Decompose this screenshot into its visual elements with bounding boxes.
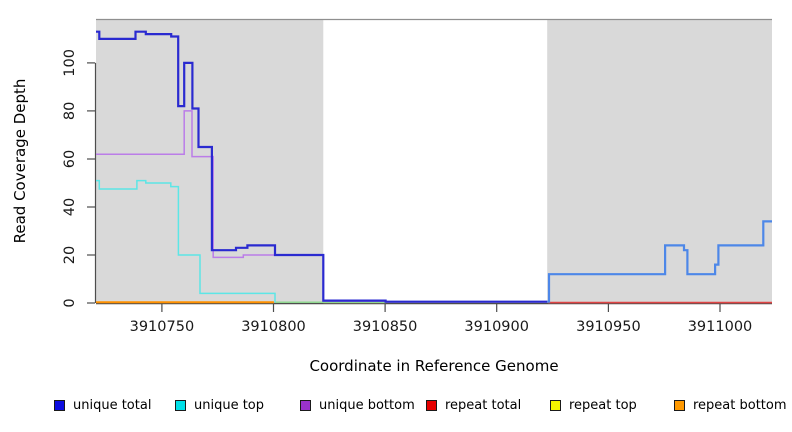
legend-item-repeat-top: repeat top [550,398,637,413]
legend-swatch-unique-bottom [300,400,311,411]
legend-swatch-unique-total [54,400,65,411]
legend-label-unique-top: unique top [194,398,265,413]
y-tick-label: 0 [62,298,78,307]
legend-label-unique-bottom: unique bottom [319,398,415,413]
y-tick-label: 20 [62,246,78,264]
legend-item-repeat-bottom: repeat bottom [674,398,787,413]
plot-area: 3910750 3910800 3910850 3910900 3910950 39110… [62,18,772,335]
shaded-region [96,19,324,303]
y-tick-label: 80 [62,102,78,120]
shaded-region [547,19,772,303]
legend-swatch-repeat-top [550,400,561,411]
series-line-unique-total-right [547,220,772,303]
legend-item-unique-bottom: unique bottom [300,398,415,413]
x-tick-label: 3910750 [130,319,195,335]
x-axis-title: Coordinate in Reference Genome [309,357,559,375]
legend-item-unique-top: unique top [175,398,264,413]
legend-label-unique-total: unique total [73,398,152,413]
legend-label-repeat-total: repeat total [445,398,522,413]
legend-item-repeat-total: repeat total [426,398,521,413]
legend-swatch-repeat-total [426,400,437,411]
x-tick-label: 3910800 [241,319,306,335]
legend-label-repeat-bottom: repeat bottom [693,398,787,413]
legend-item-unique-total: unique total [54,398,151,413]
legend-swatch-unique-top [175,400,186,411]
y-tick-label: 40 [62,198,78,216]
x-tick-label: 3910950 [576,319,641,335]
legend-swatch-repeat-bottom [674,400,685,411]
y-axis-title: Read Coverage Depth [11,78,29,244]
series-line-unique-total [96,30,548,303]
x-tick-label: 3911000 [688,319,753,335]
x-tick-label: 3910900 [464,319,529,335]
x-tick-label: 3910850 [353,319,418,335]
y-tick-label: 60 [62,150,78,168]
legend-label-repeat-top: repeat top [569,398,637,413]
y-tick-label: 100 [62,49,78,77]
series-line-unique-top [96,179,276,303]
